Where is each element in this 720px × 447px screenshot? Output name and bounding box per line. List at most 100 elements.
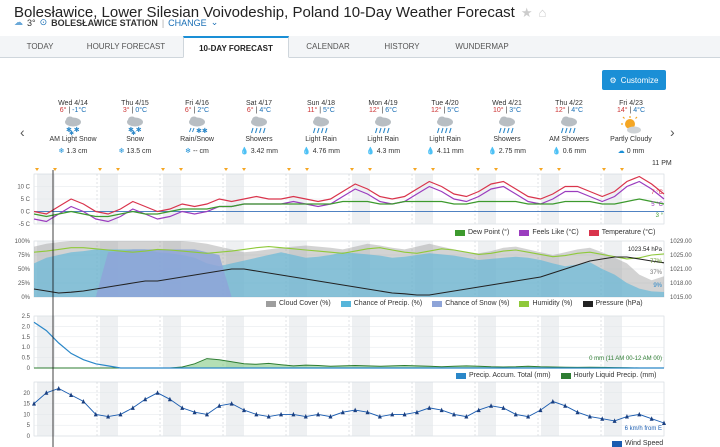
sunrise-marker [305,168,309,171]
precip-symbol-icon: ❄ [118,148,125,155]
forecast-day[interactable]: Tue 4/20 12° | 5°C Light Rain 💧 4.11 mm [414,100,476,168]
tab-hourly-forecast[interactable]: HOURLY FORECAST [86,42,166,51]
forecast-day[interactable]: Wed 4/21 10° | 3°C Showers 💧 2.75 mm [476,100,538,168]
legend-hourly-precip[interactable]: Hourly Liquid Precip. (mm) [560,372,656,379]
customize-label: Customize [620,75,659,85]
forecast-day[interactable]: Sat 4/17 6° | 4°C Showers 💧 3.42 mm [228,100,290,168]
forecast-day[interactable]: Fri 4/23 14° | 4°C Partly Cloudy ☁ 0 mm [600,100,662,168]
precip-symbol-icon: 💧 [426,148,435,155]
day-date: Thu 4/15 [121,100,149,107]
temp-axis-tick: 0 C [21,210,31,216]
home-icon[interactable]: ⌂ [538,5,547,20]
temp-axis-tick: 10 C [17,185,30,191]
wind-direction-marker [489,403,494,408]
series-temperature-c- [33,175,665,215]
day-condition: AM Showers [549,136,589,143]
forecast-day[interactable]: Thu 4/22 12° | 4°C AM Showers 💧 0.6 mm [538,100,600,168]
legend-dew-point[interactable]: Dew Point (°) [455,229,509,236]
sunset-marker [350,168,354,171]
day-hi-lo: 14° | 4°C [600,107,662,114]
day-date: Sun 4/18 [306,100,336,107]
legend-chance-snow[interactable]: Chance of Snow (%) [432,300,509,307]
wind-direction-marker [427,405,432,410]
day-high: 6° [59,107,67,114]
legend-humidity[interactable]: Humidity (%) [519,300,573,307]
star-icon[interactable]: ★ [520,4,533,20]
current-dew-point-label: 3 ° [656,213,664,219]
night-band [604,382,622,436]
night-band [352,382,370,436]
tab-today[interactable]: TODAY [26,42,54,51]
wind-direction-marker [143,396,148,402]
station-name: BOLESŁAWICE STATION [51,17,158,28]
previous-days-arrow-icon[interactable]: ‹ [20,124,25,140]
day-condition: AM Light Snow [49,136,97,143]
sunrise-marker [557,168,561,171]
forecast-day[interactable]: Wed 4/14 6° | -1°C ✱ ✱ ✱ AM Light Snow ❄ 1.3 c… [42,100,104,168]
legend-cloud-cover[interactable]: Cloud Cover (%) [266,300,331,307]
legend-wind-speed[interactable]: Wind Speed [612,440,663,447]
sunrise-marker [116,168,120,171]
wind-direction-marker [624,414,629,419]
pressure-axis-tick: 1025.00 [670,253,692,259]
wind-direction-marker [476,407,481,413]
precip-symbol-icon: ❄ [185,148,191,155]
sunset-marker [287,168,291,171]
day-high: 11° [307,107,318,114]
night-band [226,382,244,436]
day-precip-amount: 💧 0.6 mm [551,148,587,155]
customize-button[interactable]: ⚙ Customize [602,70,666,90]
day-high: 12° [368,107,380,114]
sunrise-marker [242,168,246,171]
precip-axis-tick: 1.5 [22,335,31,341]
day-low: -1°C [72,107,87,114]
forecast-day[interactable]: Sun 4/18 11° | 5°C Light Rain 💧 4.76 mm [290,100,352,168]
night-band [478,382,496,436]
wind-direction-marker [328,414,333,419]
wind-direction-marker [279,411,284,417]
legend-temperature[interactable]: Temperature (°C) [588,229,655,236]
night-band [100,382,118,436]
night-band [37,382,55,436]
snow-icon: ✱ ✱ ✱ [42,114,104,136]
percent-axis-tick: 75% [18,253,31,259]
tab-wundermap[interactable]: WUNDERMAP [455,42,509,51]
wind-direction-marker [390,411,395,417]
current-feels-like-label: 5 °C [651,202,663,208]
hi-lo-separator: | [68,107,71,114]
current-precip-label: 0 mm (11 AM 00-12 AM 00) [589,356,662,362]
series-chance-of-snow [34,249,664,297]
day-high: 12° [554,107,566,114]
forecast-day[interactable]: Mon 4/19 12° | 6°C Light Rain 💧 4.3 mm [352,100,414,168]
legend-feels-like[interactable]: Feels Like (°C) [519,229,579,236]
day-low: 2°C [197,107,210,114]
day-condition: Snow [126,136,144,143]
legend-precip-accum[interactable]: Precip. Accum. Total (mm) [456,372,551,379]
day-condition: Showers [245,136,273,143]
cloud-legend: Cloud Cover (%) Chance of Precip. (%) Ch… [266,300,643,307]
current-humidity-label: 77% [650,259,663,265]
legend-pressure[interactable]: Pressure (hPa) [582,300,643,307]
day-precip-amount: ☁ 0 mm [617,148,645,155]
tab-10-day-forecast[interactable]: 10-DAY FORECAST [183,36,289,58]
forecast-day[interactable]: Fri 4/16 6° | 2°C ✱✱ Rain/Snow ❄ -- cm [166,100,228,168]
tab-history[interactable]: HISTORY [384,42,420,51]
wind-direction-marker [501,405,506,410]
percent-axis-tick: 100% [15,239,31,245]
location-pin-icon: ⊙ [39,17,48,27]
legend-chance-precip[interactable]: Chance of Precip. (%) [340,300,422,307]
wind-direction-marker [414,409,419,415]
wind-direction-marker [217,403,222,408]
chevron-down-icon[interactable]: ⌄ [210,17,219,27]
night-band [415,382,433,436]
wind-direction-marker [662,420,666,426]
next-days-arrow-icon[interactable]: › [670,124,675,140]
tab-calendar[interactable]: CALENDAR [306,42,350,51]
change-station-link[interactable]: CHANGE [168,17,207,28]
forecast-day[interactable]: Thu 4/15 3° | 0°C ✱ ✱ ✱ Snow ❄ 13.5 cm [104,100,166,168]
day-hi-lo: 3° | 0°C [104,107,166,114]
day-hi-lo: 12° | 5°C [414,107,476,114]
page-title: Bolesławice, Lower Silesian Voivodeship,… [14,4,515,21]
wind-direction-marker [600,416,605,421]
